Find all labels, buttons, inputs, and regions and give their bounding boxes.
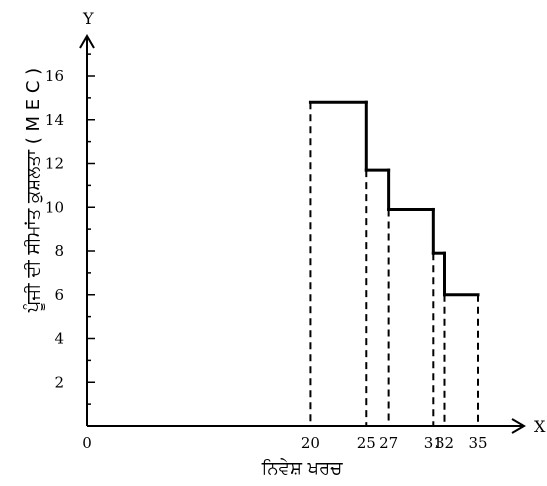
axes: X Y (79, 9, 546, 436)
x-tick-label: 35 (468, 434, 487, 452)
x-axis-title: ਨਿਵੇਸ਼ ਖਰਚ (261, 458, 344, 479)
x-axis-letter: X (534, 417, 546, 436)
y-axis-letter: Y (82, 9, 94, 28)
x-tick-label: 32 (435, 434, 454, 452)
y-tick-label: 14 (45, 111, 64, 129)
y-tick-label: 8 (54, 242, 64, 260)
dashed-drop-lines (309, 102, 479, 426)
step-series (308, 100, 480, 297)
x-tick-label: 20 (301, 434, 320, 452)
y-tick-label: 10 (45, 198, 64, 216)
y-axis-title: ਪੂੰਜੀ ਦੀ ਸੀਮਾਂਤ ਕੁਸ਼ਲਤਾ ( M E C ) (23, 68, 44, 313)
x-tick-label: 0 (82, 434, 92, 452)
y-tick-label: 2 (54, 373, 64, 391)
x-tick-label: 27 (379, 434, 398, 452)
y-tick-label: 4 (54, 330, 64, 348)
x-tick-label: 25 (357, 434, 376, 452)
x-tick-label: 31 (424, 434, 443, 452)
y-tick-label: 16 (45, 67, 64, 85)
y-axis-arrow-icon (79, 34, 95, 49)
y-tick-label: 12 (45, 155, 64, 173)
x-axis-arrow-icon (511, 418, 526, 434)
y-ticks: 2 4 6 8 10 12 14 16 (45, 53, 95, 405)
y-tick-label: 6 (54, 286, 64, 304)
